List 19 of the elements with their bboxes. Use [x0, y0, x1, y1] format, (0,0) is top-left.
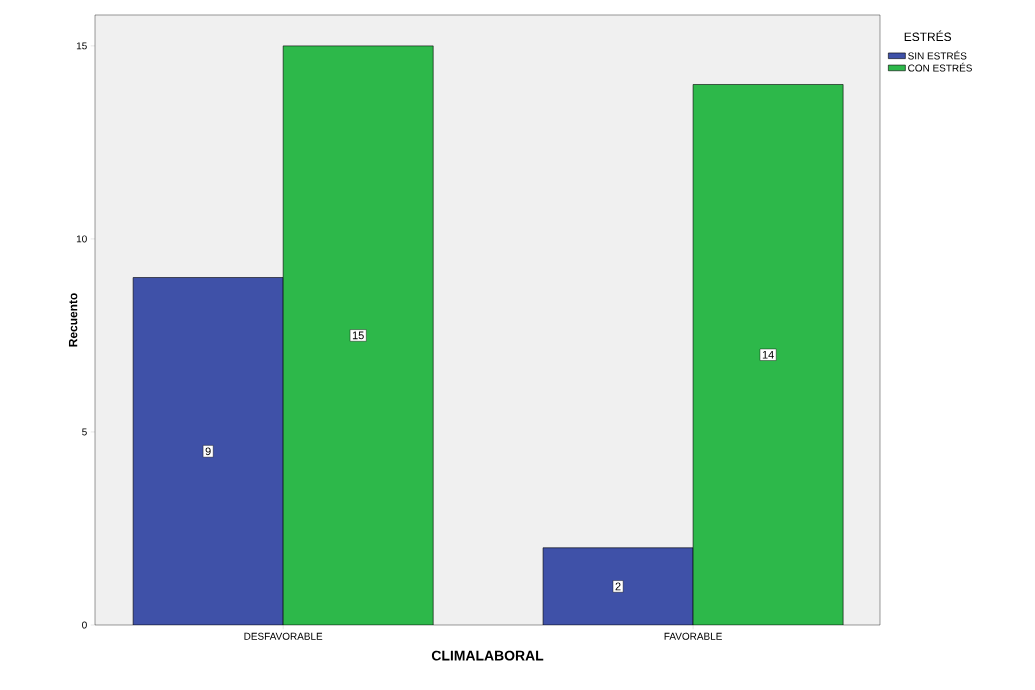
y-axis-title: Recuento	[68, 293, 78, 347]
bar	[132, 277, 284, 625]
bar	[282, 45, 434, 625]
bar	[542, 547, 694, 625]
y-tick-label: 5	[82, 428, 87, 436]
data-label: 15	[352, 331, 364, 340]
data-label: 9	[205, 447, 211, 456]
x-axis-title: CLIMALABORAL	[431, 650, 544, 661]
y-tick-label: 15	[76, 42, 87, 50]
x-tick-label: DESFAVORABLE	[244, 632, 323, 640]
data-label: 2	[615, 582, 621, 591]
y-tick-label: 0	[82, 621, 87, 629]
legend-title: ESTRÉS	[904, 30, 952, 42]
legend-label: SIN ESTRÉS	[908, 50, 967, 60]
legend-label: CON ESTRÉS	[908, 62, 972, 72]
y-tick-label: 10	[76, 235, 87, 243]
x-tick-label: FAVORABLE	[664, 632, 722, 640]
data-label: 14	[762, 350, 774, 359]
bar	[692, 84, 844, 625]
